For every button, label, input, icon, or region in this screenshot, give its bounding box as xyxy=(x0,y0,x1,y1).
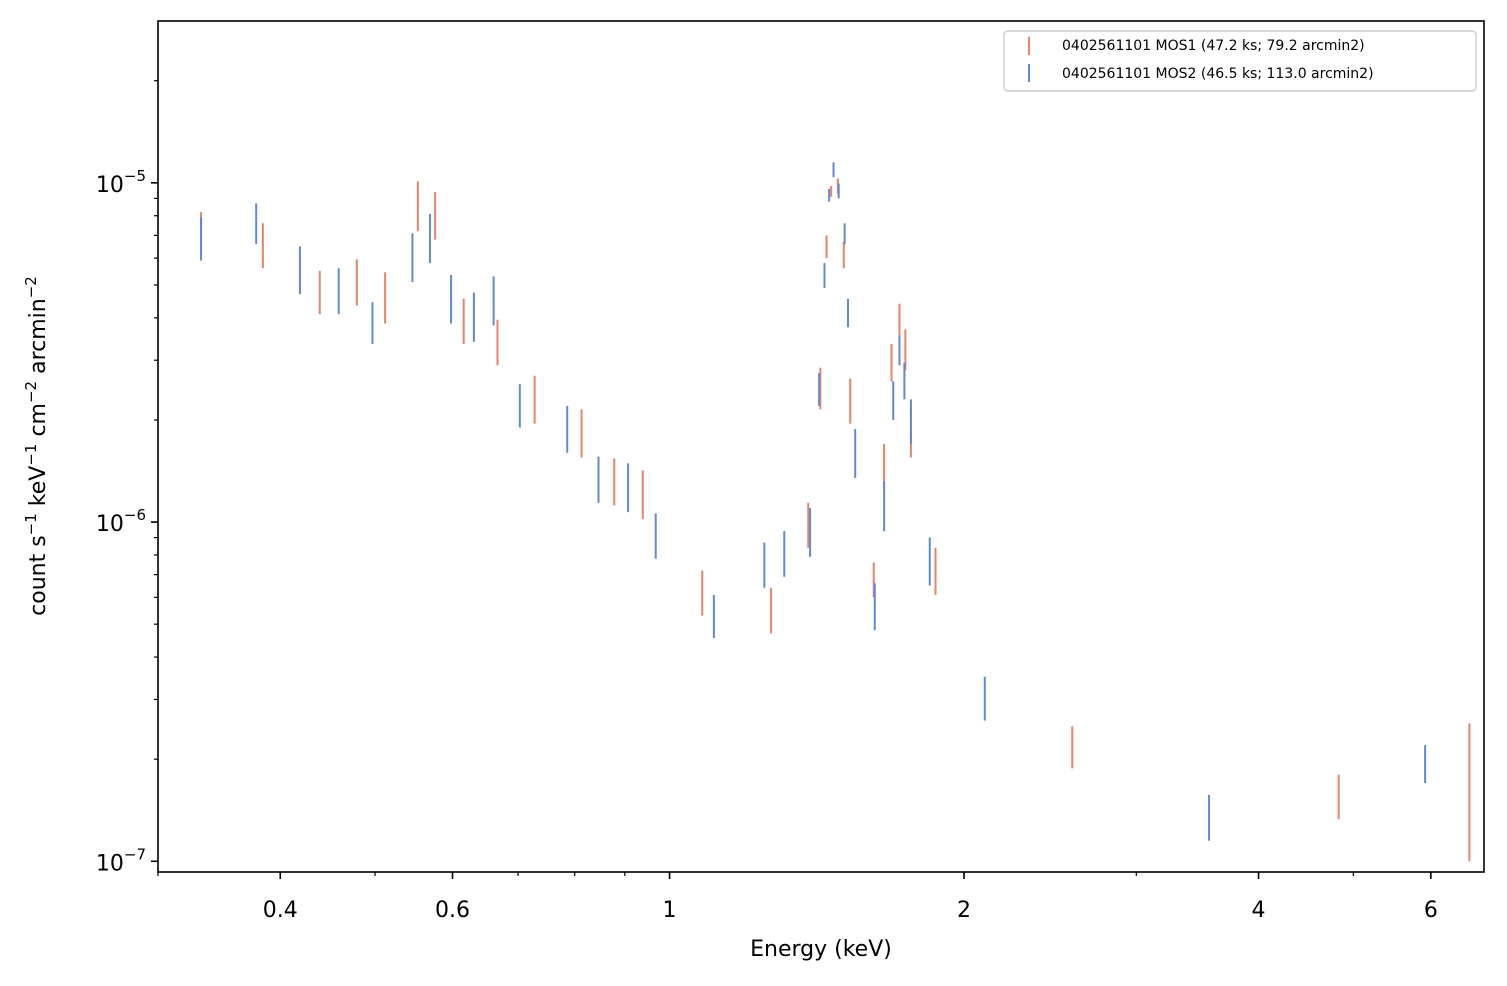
x-tick-label-2: 0.6 xyxy=(435,898,470,923)
series-layer xyxy=(200,162,1471,862)
x-tick-label-4: 2 xyxy=(957,898,971,923)
y-axis-label: count s−1 keV−1 cm−2 arcmin−2 xyxy=(22,276,51,616)
legend-label-mos1: 0402561101 MOS1 (47.2 ks; 79.2 arcmin2) xyxy=(1062,38,1365,54)
x-tick-label-1: 0.4 xyxy=(263,898,298,923)
legend-label-mos2: 0402561101 MOS2 (46.5 ks; 113.0 arcmin2) xyxy=(1062,66,1374,82)
y-tick-label-3: 10−5 xyxy=(96,167,146,198)
legend-box xyxy=(1003,30,1477,92)
y-tick-label-2: 10−6 xyxy=(96,506,146,537)
ticks-layer: 0.4 0.6 1 2 4 6 10−7 10−6 10−5 xyxy=(96,80,1438,923)
series-2 xyxy=(200,162,1427,841)
x-tick-label-6: 6 xyxy=(1424,898,1438,923)
series-1 xyxy=(200,178,1471,862)
plot-frame xyxy=(157,20,1485,873)
legend: 0402561101 MOS1 (47.2 ks; 79.2 arcmin2) … xyxy=(1003,30,1477,92)
y-tick-label-1: 10−7 xyxy=(96,845,146,876)
x-tick-label-5: 4 xyxy=(1252,898,1266,923)
x-axis-label: Energy (keV) xyxy=(750,937,892,962)
x-tick-label-3: 1 xyxy=(663,898,677,923)
